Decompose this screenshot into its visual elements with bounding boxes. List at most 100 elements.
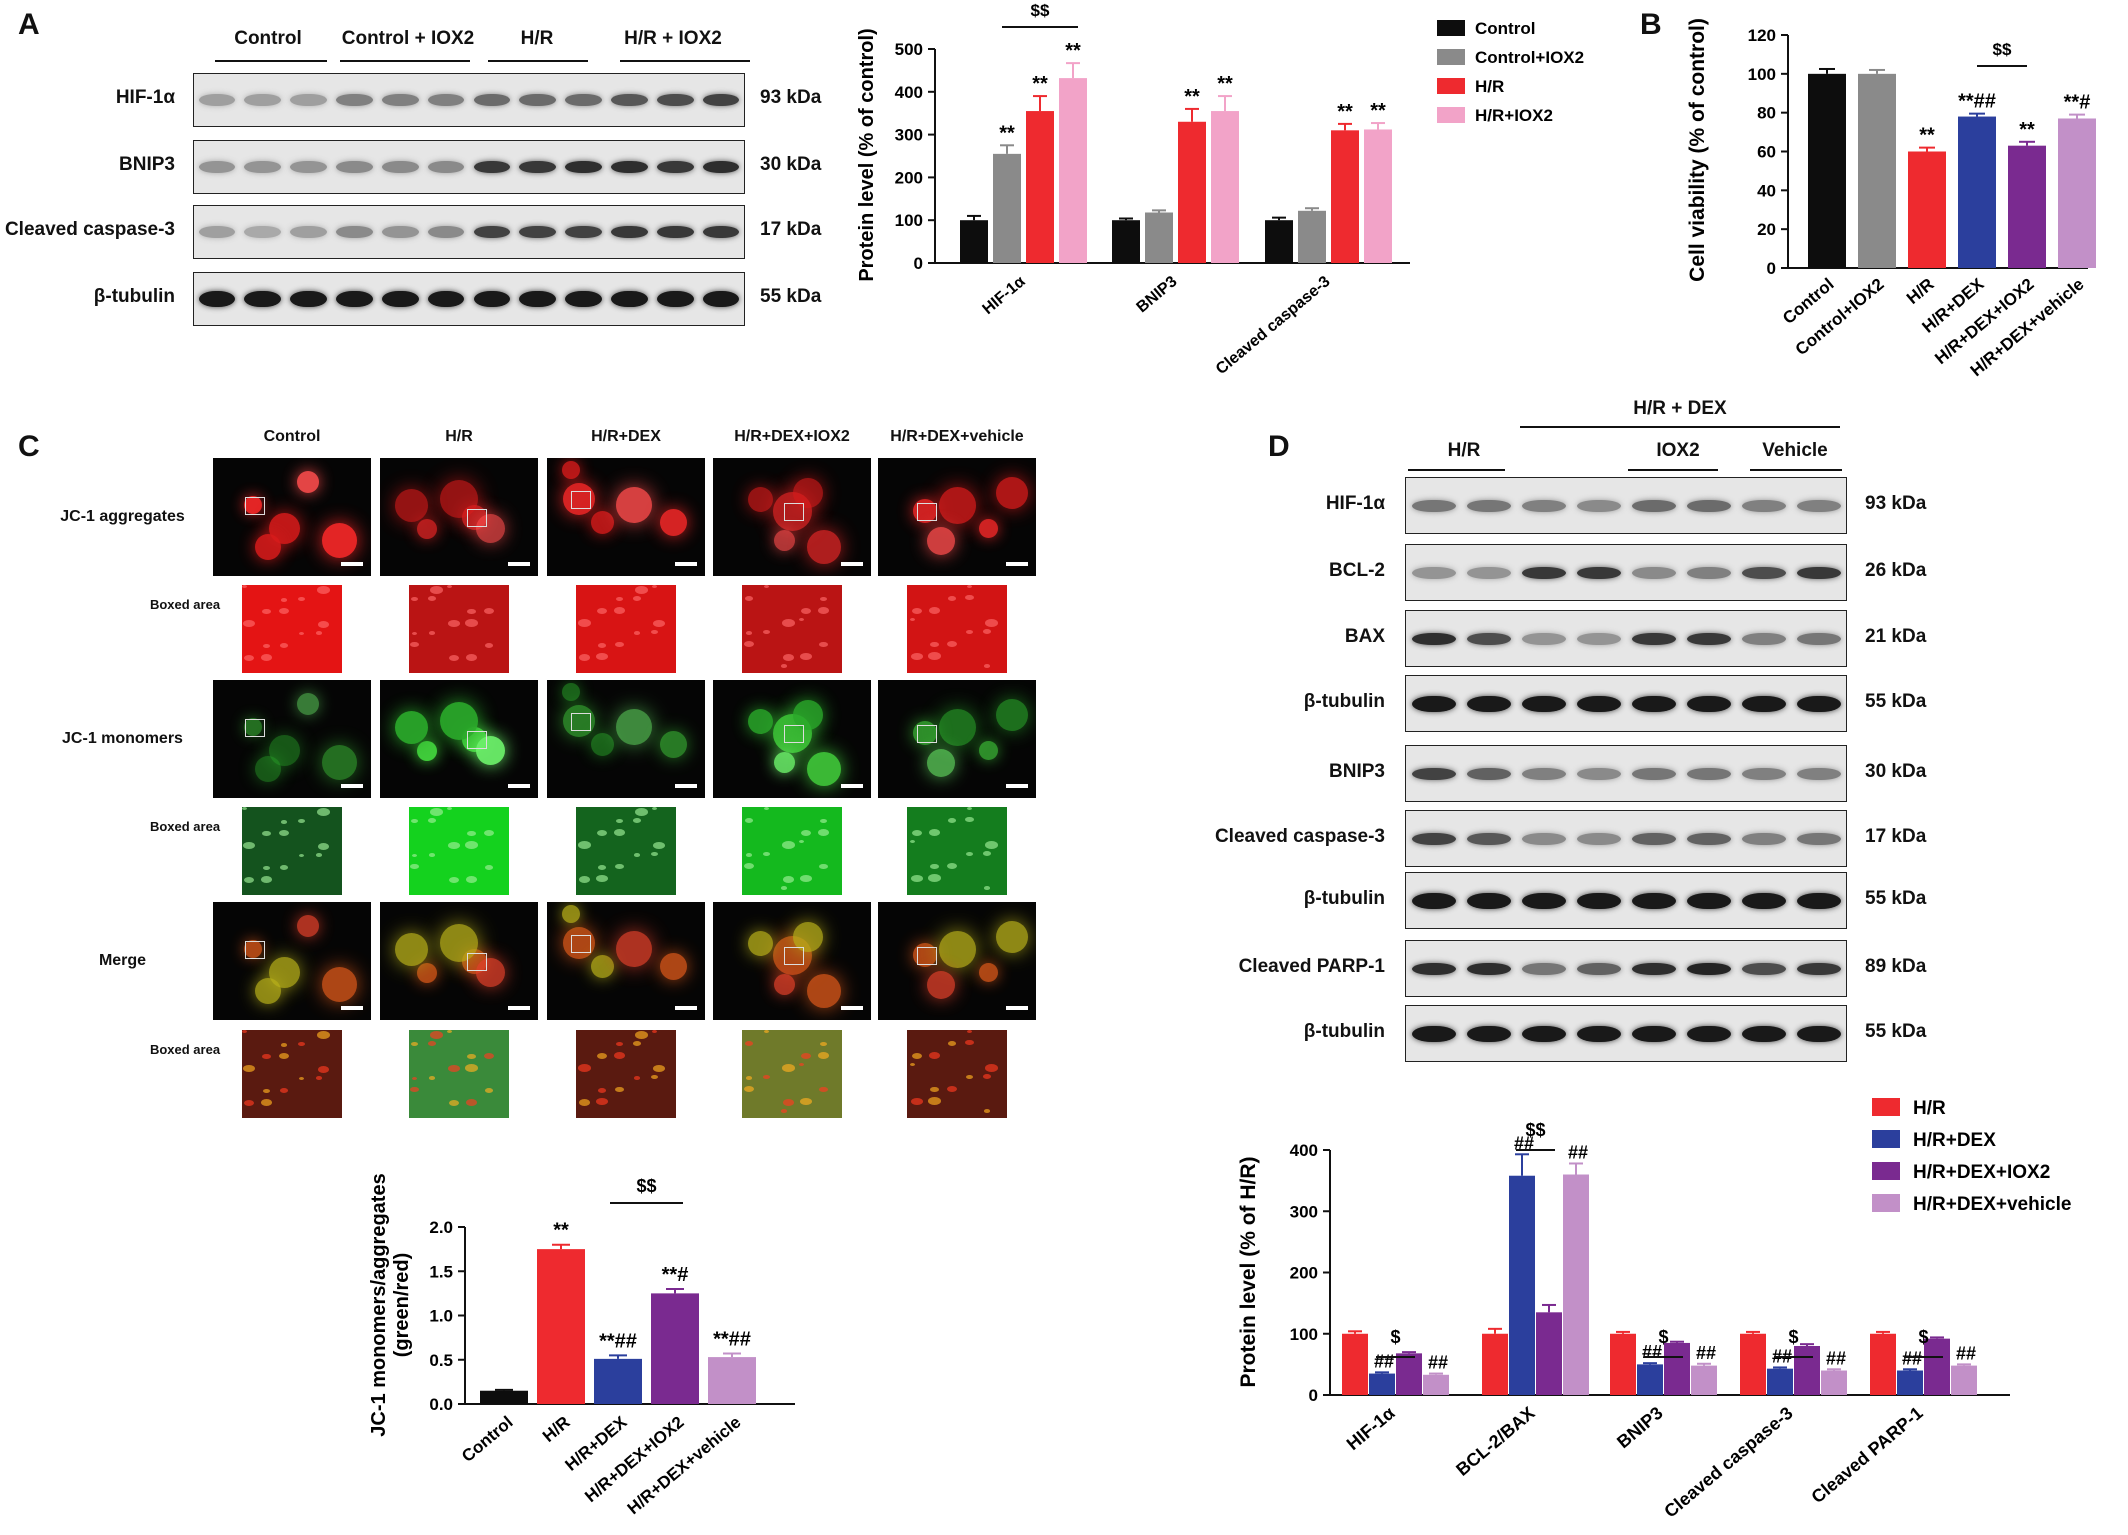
panel-c-boxed-area-image	[907, 1030, 1007, 1118]
panel-a-band	[656, 291, 694, 307]
panel-c-boxed-detail	[242, 1030, 247, 1033]
chart-d-bar	[1637, 1364, 1663, 1395]
panel-c-cell	[395, 932, 429, 966]
panel-c-boxed-detail	[652, 1030, 657, 1033]
chart-d-bar	[1563, 1174, 1589, 1395]
panel-d-band	[1631, 499, 1676, 512]
panel-c-boxed-detail	[912, 1053, 922, 1059]
panel-a-band	[427, 94, 465, 106]
panel-c-cell	[562, 483, 595, 516]
panel-c-boxed-area-image	[907, 585, 1007, 673]
panel-d-blot-strip	[1405, 745, 1847, 802]
chart-d-bar	[1509, 1175, 1535, 1395]
panel-c-boxed-detail	[799, 1063, 804, 1066]
panel-d-band	[1686, 632, 1731, 645]
panel-c-boxed-detail	[912, 830, 922, 836]
panel-c-boxed-detail	[910, 618, 915, 621]
panel-c-boxed-detail	[280, 865, 288, 870]
panel-d-band	[1631, 832, 1676, 845]
panel-d-band	[1741, 695, 1786, 712]
panel-c-boxed-detail	[819, 642, 828, 648]
chart-a-y-label: Protein level (% of control)	[856, 28, 878, 281]
panel-b-cell-viability-chart: 0 20 40 60 80 100 120 Cell viability (% of cont…	[1686, 18, 2096, 380]
panel-c-column-label: H/R+DEX+IOX2	[734, 428, 850, 445]
panel-d-band	[1741, 632, 1786, 645]
panel-c-cell	[590, 733, 614, 757]
panel-c-scale-bar	[841, 1006, 863, 1010]
panel-c-boxed-detail	[242, 585, 247, 588]
panel-c-boxed-detail	[801, 608, 811, 614]
chart-d-y-tick-label: 300	[1290, 1202, 1318, 1221]
chart-a-y-tick-label: 500	[895, 40, 923, 59]
panel-c-cell	[321, 745, 357, 781]
panel-c-boxed-detail	[764, 807, 769, 810]
panel-c-cell	[747, 930, 773, 956]
panel-c-boxed-detail	[243, 842, 255, 850]
panel-c-boxed-detail	[485, 1088, 493, 1093]
panel-d-band	[1521, 832, 1566, 845]
panel-c-boxed-detail	[579, 654, 590, 661]
panel-c-boxed-area-label: Boxed area	[149, 1042, 221, 1057]
panel-c-scale-bar	[675, 1006, 697, 1010]
panel-c-cell	[476, 958, 506, 988]
panel-d-band	[1411, 632, 1456, 645]
panel-c-scale-bar	[1006, 562, 1028, 566]
panel-c-boxed-detail	[929, 1052, 940, 1059]
panel-c-boxed-detail	[412, 1077, 417, 1080]
panel-c-boxed-detail	[281, 1043, 287, 1047]
panel-d-band	[1521, 499, 1566, 512]
chart-a-bar	[1364, 129, 1392, 263]
panel-a-band	[611, 94, 648, 106]
panel-a-group-label: Control + IOX2	[341, 28, 475, 49]
chart-d-legend-label: H/R+DEX	[1913, 1130, 1996, 1151]
panel-c-boxed-detail	[634, 1076, 640, 1080]
panel-d-blot-strip	[1405, 477, 1847, 534]
panel-a-band	[290, 291, 327, 307]
chart-a-bar	[1211, 111, 1239, 263]
chart-a-y-tick-label: 400	[895, 83, 923, 102]
panel-d-blot-strip	[1405, 610, 1847, 667]
chart-c-sig-label: **	[553, 1220, 569, 1242]
panel-a-blot-label: BNIP3	[119, 154, 175, 175]
panel-c-cell	[659, 731, 687, 759]
panel-a-group-underline	[620, 60, 750, 62]
panel-c-boxed-detail	[653, 620, 665, 628]
panel-c-boxed-detail	[485, 643, 493, 648]
panel-c-cell	[476, 514, 506, 544]
chart-a-legend-label: H/R+IOX2	[1475, 106, 1553, 125]
chart-d-bar	[1482, 1333, 1508, 1395]
panel-c-boxed-detail	[633, 1041, 641, 1046]
chart-d-bar	[1767, 1368, 1793, 1395]
panel-c-boxed-detail	[818, 1052, 829, 1059]
panel-c-micrograph	[213, 902, 371, 1020]
panel-c-cell	[562, 705, 595, 738]
chart-d-bar	[1369, 1373, 1395, 1395]
panel-a-group-underline	[340, 60, 470, 62]
panel-c-cell	[243, 496, 262, 515]
panel-a-band	[336, 226, 373, 238]
panel-a-blot-label: β-tubulin	[93, 286, 175, 307]
panel-c-selection-box	[570, 935, 591, 954]
panel-c-boxed-detail	[465, 1064, 478, 1072]
panel-a-band	[519, 94, 557, 106]
chart-d-sig-label: ##	[1956, 1343, 1976, 1363]
panel-c-boxed-detail	[910, 1063, 915, 1066]
panel-c-boxed-detail	[616, 1042, 623, 1047]
panel-d-band	[1796, 767, 1841, 780]
panel-c-cell	[417, 518, 438, 539]
chart-a-y-tick-label: 0	[914, 254, 923, 273]
panel-c-selection-box	[466, 953, 487, 971]
chart-a-sig-label: **	[1337, 101, 1353, 123]
panel-d-band	[1796, 832, 1841, 845]
panel-d-band	[1411, 499, 1456, 512]
panel-c-boxed-detail	[928, 874, 941, 882]
panel-a-band	[565, 226, 602, 238]
panel-c-boxed-area-label: Boxed area	[149, 819, 221, 834]
chart-a-y-tick-label: 200	[895, 168, 923, 187]
panel-a-band	[290, 94, 327, 106]
panel-a-band	[473, 161, 511, 173]
panel-c-cell	[243, 940, 262, 959]
panel-c-boxed-detail	[318, 621, 329, 628]
panel-d-header: H/R + DEX	[1633, 398, 1727, 419]
panel-a-band	[565, 161, 602, 173]
